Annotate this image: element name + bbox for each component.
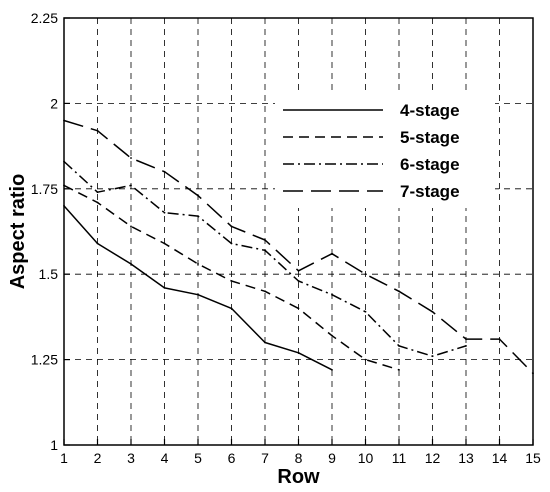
data-point-7-stage-4 [163, 170, 166, 173]
data-point-4-stage-8 [297, 351, 300, 354]
x-tick-label-2: 2 [94, 450, 102, 466]
data-point-7-stage-5 [197, 194, 199, 197]
data-point-6-stage-6 [230, 242, 233, 245]
x-axis-title: Row [277, 466, 320, 488]
x-tick-label-9: 9 [328, 450, 336, 466]
data-point-4-stage-4 [163, 286, 166, 289]
data-point-4-stage-2 [96, 242, 99, 245]
y-tick-label-1-75: 1.75 [31, 181, 58, 197]
x-tick-label-3: 3 [127, 450, 135, 466]
series-6-stage [63, 160, 467, 358]
legend-item-5-stage: 5-stage [283, 128, 460, 147]
data-point-7-stage-10 [364, 273, 367, 276]
x-tick-label-1: 1 [60, 450, 68, 466]
series-group [63, 119, 534, 375]
y-axis-title: Aspect ratio [7, 174, 29, 290]
data-point-5-stage-6 [230, 280, 233, 282]
y-tick-label-1-25: 1.25 [31, 352, 58, 368]
data-point-5-stage-7 [264, 290, 266, 293]
series-4-stage [63, 204, 333, 371]
data-point-5-stage-4 [163, 242, 166, 245]
x-tick-label-8: 8 [295, 450, 303, 466]
legend-background [275, 94, 495, 208]
data-point-6-stage-5 [197, 215, 199, 218]
data-point-6-stage-3 [130, 184, 132, 187]
data-point-7-stage-14 [498, 338, 501, 341]
x-tick-label-4: 4 [161, 450, 169, 466]
x-tick-label-11: 11 [392, 450, 407, 466]
data-point-6-stage-4 [163, 211, 166, 214]
data-point-6-stage-11 [398, 345, 400, 347]
legend: 4-stage 5-stage 6-stage 7-stage [275, 94, 495, 208]
x-tick-label-5: 5 [194, 450, 202, 466]
legend-items: 4-stage 5-stage 6-stage 7-stage [283, 101, 460, 201]
data-point-7-stage-13 [465, 338, 467, 341]
legend-item-7-stage: 7-stage [283, 182, 460, 201]
data-point-7-stage-7 [264, 239, 266, 241]
y-tick-label-1: 1 [50, 437, 58, 453]
data-point-7-stage-3 [130, 157, 132, 159]
x-tick-label-10: 10 [358, 450, 374, 466]
data-point-5-stage-10 [364, 358, 367, 361]
series-5-stage [63, 184, 400, 371]
data-point-6-stage-13 [465, 345, 467, 347]
data-point-6-stage-9 [331, 293, 333, 296]
x-tick-label-12: 12 [425, 450, 441, 466]
data-point-5-stage-5 [197, 263, 199, 265]
data-point-4-stage-5 [197, 293, 199, 296]
x-tick-label-14: 14 [492, 450, 508, 466]
y-tick-label-1-5: 1.5 [39, 266, 59, 282]
legend-label-7-stage: 7-stage [400, 182, 460, 201]
data-point-4-stage-7 [264, 341, 266, 344]
data-point-4-stage-9 [331, 368, 333, 371]
legend-item-4-stage: 4-stage [283, 101, 460, 120]
x-tick-label-13: 13 [458, 450, 474, 466]
data-point-7-stage-6 [230, 225, 233, 228]
y-tick-label-2: 2 [50, 95, 58, 111]
data-point-6-stage-7 [264, 249, 266, 252]
data-point-5-stage-8 [297, 307, 300, 310]
x-tick-label-15: 15 [525, 450, 541, 466]
data-point-5-stage-11 [398, 368, 400, 371]
data-point-6-stage-2 [96, 191, 99, 194]
grid [64, 18, 533, 445]
legend-label-4-stage: 4-stage [400, 101, 460, 120]
data-point-7-stage-9 [331, 252, 333, 255]
legend-label-6-stage: 6-stage [400, 155, 460, 174]
data-point-7-stage-11 [398, 290, 400, 293]
data-point-6-stage-12 [431, 355, 434, 358]
data-point-5-stage-3 [130, 225, 132, 228]
data-point-7-stage-12 [431, 310, 434, 313]
data-point-4-stage-6 [230, 307, 233, 310]
data-point-5-stage-2 [96, 201, 99, 204]
data-point-4-stage-3 [130, 263, 132, 265]
y-tick-label-2-25: 2.25 [31, 10, 58, 26]
legend-item-6-stage: 6-stage [283, 155, 460, 174]
axis-ticks [63, 17, 534, 446]
x-tick-label-7: 7 [261, 450, 269, 466]
data-point-7-stage-8 [297, 269, 300, 272]
legend-label-5-stage: 5-stage [400, 128, 460, 147]
x-tick-label-6: 6 [228, 450, 236, 466]
data-point-6-stage-8 [297, 280, 300, 282]
data-point-7-stage-2 [96, 129, 99, 132]
data-point-6-stage-10 [364, 310, 367, 313]
data-point-5-stage-9 [331, 334, 333, 337]
